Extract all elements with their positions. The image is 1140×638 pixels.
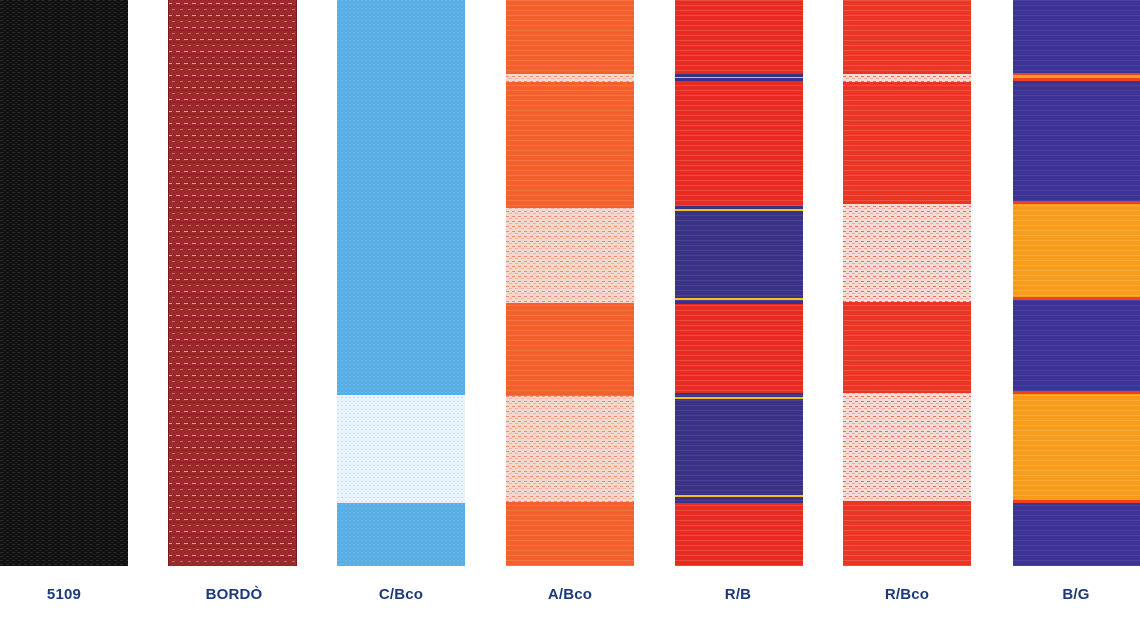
swatch-label-b-g: B/G <box>1062 586 1090 603</box>
ribbon-texture-red-white <box>843 0 971 566</box>
swatch-b-g <box>1013 0 1140 566</box>
swatch-c-bco <box>337 0 465 566</box>
ribbon-texture-black <box>0 0 128 566</box>
swatch-r-b <box>675 0 803 566</box>
swatch-a-bco <box>506 0 634 566</box>
swatch-r-bco <box>843 0 971 566</box>
swatch-label-r-bco: R/Bco <box>884 586 930 603</box>
ribbon-texture-orange <box>506 0 634 566</box>
swatch-label-a-bco: A/Bco <box>547 586 593 603</box>
swatch-label-r-b: R/B <box>724 586 752 603</box>
swatch-label-5109: 5109 <box>46 586 82 603</box>
ribbon-texture-light-blue <box>337 0 465 566</box>
ribbon-texture-red-blue <box>675 0 803 566</box>
swatch-bordo <box>168 0 297 566</box>
swatch-5109 <box>0 0 128 566</box>
ribbon-texture-blue-orange <box>1013 0 1140 566</box>
ribbon-texture-bordo <box>168 0 297 566</box>
swatch-label-c-bco: C/Bco <box>378 586 424 603</box>
swatch-label-bordo: BORDÒ <box>205 586 263 603</box>
